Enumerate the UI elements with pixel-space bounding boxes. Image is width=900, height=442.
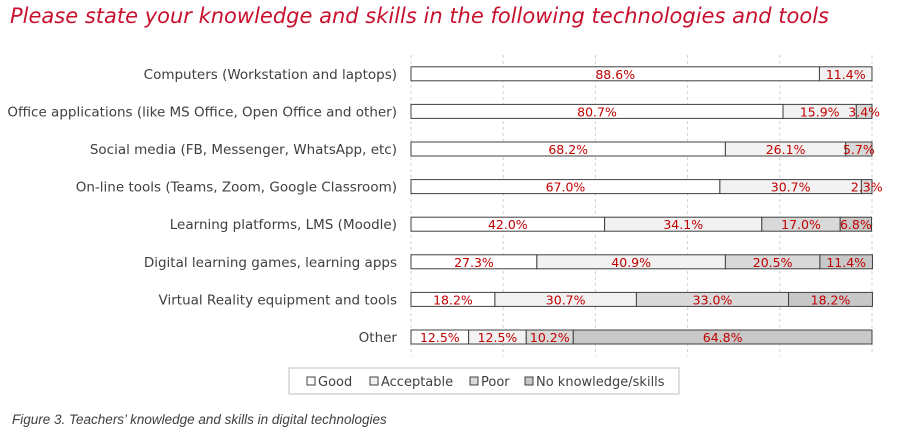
data-label: 20.5% xyxy=(753,255,793,270)
data-label: 11.4% xyxy=(826,255,866,270)
category-label: Virtual Reality equipment and tools xyxy=(159,292,397,308)
data-label: 11.4% xyxy=(826,67,866,82)
category-label: Office applications (like MS Office, Ope… xyxy=(7,104,397,120)
category-label: Computers (Workstation and laptops) xyxy=(144,67,397,83)
category-labels: Computers (Workstation and laptops) Offic… xyxy=(7,67,397,346)
data-label: 2.3% xyxy=(851,180,883,195)
legend-swatch-poor xyxy=(469,376,479,386)
legend-box xyxy=(288,367,680,395)
data-label: 18.2% xyxy=(811,292,851,307)
figure-caption: Figure 3. Teachers’ knowledge and skills… xyxy=(12,412,387,427)
data-label: 27.3% xyxy=(454,255,494,270)
value-labels: 88.6% 11.4% 80.7% 15.9% 3.4% 68.2% 26.1% 5.7% 67… xyxy=(420,67,883,345)
bar-segment-no-knowledge-skills xyxy=(819,254,873,270)
category-label: On-line tools (Teams, Zoom, Google Class… xyxy=(76,180,397,196)
bar-segment-poor xyxy=(855,103,873,119)
category-label: Social media (FB, Messenger, WhatsApp, e… xyxy=(90,142,397,158)
data-label: 80.7% xyxy=(577,104,617,119)
data-label: 88.6% xyxy=(595,67,635,82)
legend-swatch-acceptable xyxy=(369,376,379,386)
bar-segment-no-knowledge-skills xyxy=(572,329,873,345)
data-label: 30.7% xyxy=(771,180,811,195)
data-label: 12.5% xyxy=(478,330,518,345)
chart-title: Please state your knowledge and skills i… xyxy=(10,4,829,28)
bar-segment-no-knowledge-skills xyxy=(788,291,873,307)
bar-segment-acceptable xyxy=(818,66,873,82)
data-label: 18.2% xyxy=(433,292,473,307)
legend-label-no-knowledge-skills: No knowledge/skills xyxy=(536,375,665,390)
data-label: 10.2% xyxy=(530,330,570,345)
legend-label-poor: Poor xyxy=(481,375,510,390)
bar-segment-poor xyxy=(860,179,873,195)
data-label: 42.0% xyxy=(488,217,528,232)
bars xyxy=(410,66,873,345)
data-label: 15.9% xyxy=(800,104,840,119)
data-label: 17.0% xyxy=(781,217,821,232)
grid-lines xyxy=(410,55,873,356)
category-label: Other xyxy=(359,330,398,346)
category-label: Digital learning games, learning apps xyxy=(144,255,397,271)
data-label: 68.2% xyxy=(548,142,588,157)
legend: Good Acceptable Poor No knowledge/skills xyxy=(288,367,680,395)
data-label: 40.9% xyxy=(611,255,651,270)
data-label: 5.7% xyxy=(843,142,875,157)
data-label: 26.1% xyxy=(766,142,806,157)
data-label: 34.1% xyxy=(663,217,703,232)
category-label: Learning platforms, LMS (Moodle) xyxy=(170,217,397,233)
legend-swatch-good xyxy=(306,376,316,386)
data-label: 64.8% xyxy=(703,330,743,345)
data-label: 30.7% xyxy=(546,292,586,307)
data-label: 6.8% xyxy=(840,217,872,232)
legend-swatch-no-knowledge-skills xyxy=(524,376,534,386)
data-label: 33.0% xyxy=(693,292,733,307)
legend-label-acceptable: Acceptable xyxy=(381,375,453,390)
data-label: 12.5% xyxy=(420,330,460,345)
bar-segment-poor xyxy=(845,141,873,157)
data-label: 67.0% xyxy=(546,180,586,195)
data-label: 3.4% xyxy=(848,104,880,119)
legend-label-good: Good xyxy=(318,375,352,390)
bar-segment-no-knowledge-skills xyxy=(839,216,873,232)
